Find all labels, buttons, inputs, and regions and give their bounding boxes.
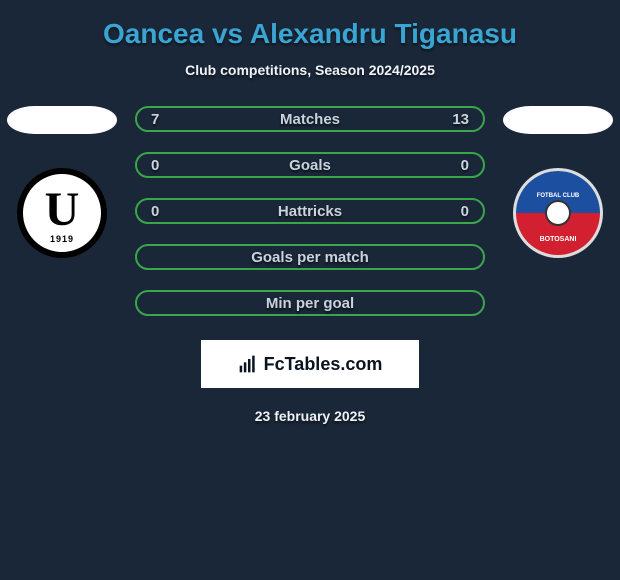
stat-row-goals: 0 Goals 0 xyxy=(135,152,485,178)
date-text: 23 february 2025 xyxy=(0,408,620,424)
stat-label: Min per goal xyxy=(266,295,354,312)
stat-left-value: 7 xyxy=(151,111,159,128)
stat-right-value: 0 xyxy=(461,203,469,220)
ball-icon xyxy=(545,200,571,226)
stat-row-gpm: Goals per match xyxy=(135,244,485,270)
right-player-col: FOTBAL CLUB BOTOSANI xyxy=(503,106,613,258)
stat-row-matches: 7 Matches 13 xyxy=(135,106,485,132)
stat-row-hattricks: 0 Hattricks 0 xyxy=(135,198,485,224)
left-flag-icon xyxy=(7,106,117,134)
stat-right-value: 0 xyxy=(461,157,469,174)
badge-letter: U xyxy=(45,182,80,237)
right-club-badge: FOTBAL CLUB BOTOSANI xyxy=(513,168,603,258)
stat-left-value: 0 xyxy=(151,203,159,220)
watermark: FcTables.com xyxy=(201,340,419,388)
left-club-badge: U 1919 xyxy=(17,168,107,258)
left-player-col: U 1919 xyxy=(7,106,117,258)
badge-year: 1919 xyxy=(50,234,74,244)
main-row: U 1919 7 Matches 13 0 Goals 0 0 Hattrick… xyxy=(0,106,620,316)
watermark-text: FcTables.com xyxy=(264,354,383,375)
stat-right-value: 13 xyxy=(452,111,469,128)
chart-icon xyxy=(238,354,258,374)
badge-top-text: FOTBAL CLUB xyxy=(516,193,600,199)
stat-label: Hattricks xyxy=(278,203,342,220)
subtitle: Club competitions, Season 2024/2025 xyxy=(0,62,620,78)
right-flag-icon xyxy=(503,106,613,134)
stats-column: 7 Matches 13 0 Goals 0 0 Hattricks 0 Goa… xyxy=(135,106,485,316)
page-title: Oancea vs Alexandru Tiganasu xyxy=(0,18,620,50)
stat-label: Matches xyxy=(280,111,340,128)
stat-row-mpg: Min per goal xyxy=(135,290,485,316)
badge-bottom-text: BOTOSANI xyxy=(516,236,600,243)
stat-label: Goals per match xyxy=(251,249,369,266)
stat-left-value: 0 xyxy=(151,157,159,174)
stat-label: Goals xyxy=(289,157,331,174)
comparison-card: Oancea vs Alexandru Tiganasu Club compet… xyxy=(0,0,620,434)
